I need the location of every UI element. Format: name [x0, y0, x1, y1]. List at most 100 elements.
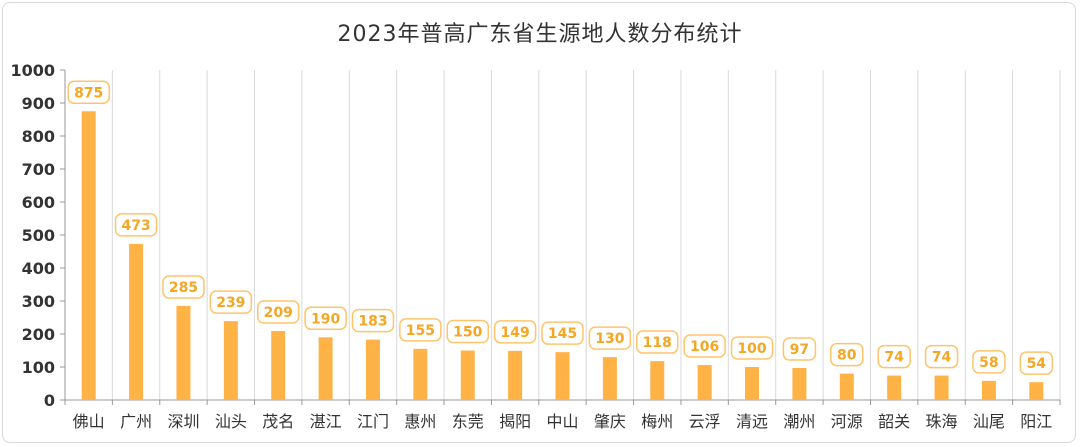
bar	[934, 375, 949, 400]
data-label: 145	[548, 326, 577, 342]
data-label: 100	[737, 341, 766, 357]
data-label-box	[209, 290, 253, 314]
x-tick-labels: 佛山 广州 深圳 汕头 茂名 湛江 江门 惠州 东莞 揭阳 中山 肇庆 梅州 云浮 清远 潮州 河源 韶关 珠海 汕尾…	[73, 412, 1053, 431]
bar	[555, 352, 570, 400]
data-label: 74	[932, 350, 952, 366]
bar	[365, 339, 380, 400]
y-tick-label: 900	[22, 94, 55, 113]
data-label-box	[683, 334, 726, 358]
data-label: 875	[74, 85, 103, 101]
bars	[81, 111, 1044, 400]
y-tick-label: 0	[44, 391, 55, 410]
data-label-box	[1019, 351, 1054, 375]
data-label: 190	[311, 311, 340, 327]
x-tick-label: 云浮	[689, 412, 721, 431]
data-label-box	[730, 336, 774, 360]
x-tick-label: 惠州	[404, 412, 436, 431]
data-label: 118	[643, 335, 672, 351]
bar	[839, 373, 854, 400]
data-label-box	[256, 300, 300, 324]
data-label: 183	[358, 314, 387, 330]
data-labels: 875 473 285 239 209 190 183 155 150 149 145 130 118 1…	[67, 80, 1054, 375]
y-tick-label: 700	[22, 160, 55, 179]
bar	[887, 375, 902, 400]
data-label-box	[304, 306, 347, 331]
data-label: 58	[979, 355, 998, 371]
y-tick-label: 1000	[10, 61, 55, 80]
data-label: 149	[501, 325, 530, 341]
bar	[223, 321, 238, 400]
data-label: 150	[453, 325, 482, 341]
data-label: 239	[216, 295, 245, 311]
data-label-box	[67, 80, 110, 104]
data-label-box	[162, 275, 205, 299]
bar	[176, 305, 191, 400]
x-tick-label: 揭阳	[499, 412, 531, 431]
data-label-box	[830, 342, 864, 367]
data-label: 106	[690, 339, 719, 355]
data-label-box	[636, 330, 679, 354]
x-tick-label: 阳江	[1020, 412, 1052, 431]
bar	[1029, 382, 1044, 400]
data-label: 209	[264, 305, 293, 321]
x-tick-label: 珠海	[926, 412, 958, 431]
x-tick-label: 韶关	[878, 412, 910, 431]
data-label-box	[588, 326, 632, 350]
y-tick-label: 200	[22, 325, 55, 344]
data-label: 97	[790, 342, 809, 358]
bar	[602, 357, 617, 400]
data-label-box	[351, 308, 395, 333]
x-tick-label: 潮州	[783, 412, 815, 431]
grid-lines	[111, 70, 1061, 400]
bar	[318, 337, 333, 400]
x-tick-label: 深圳	[167, 412, 199, 431]
data-label: 285	[169, 280, 198, 296]
x-tick-label: 汕头	[215, 412, 247, 431]
data-label: 473	[121, 218, 150, 234]
data-label: 80	[837, 348, 857, 364]
y-tick-labels: 0 100 200 300 400 500 600 700 800 900 1000	[10, 61, 55, 410]
y-tick-label: 300	[22, 292, 55, 311]
x-tick-label: 湛江	[310, 412, 342, 431]
bar	[271, 331, 286, 400]
bar	[745, 367, 760, 400]
x-tick-label: 肇庆	[594, 412, 626, 431]
x-tick-label: 汕尾	[973, 412, 1005, 431]
data-label-box	[877, 344, 911, 369]
bar	[981, 380, 996, 400]
data-label-box	[446, 319, 489, 344]
data-label: 155	[406, 323, 435, 339]
x-tick-label: 广州	[120, 412, 152, 431]
data-label-box	[924, 344, 959, 369]
data-label-box	[493, 320, 537, 344]
x-tick-label: 河源	[831, 412, 863, 431]
bar	[81, 111, 96, 400]
data-label-box	[114, 213, 158, 237]
x-tick-label: 佛山	[73, 412, 105, 431]
data-label-box	[541, 321, 584, 345]
bar	[413, 348, 428, 400]
y-tick-label: 500	[22, 226, 55, 245]
data-label: 54	[1027, 356, 1047, 372]
bar	[792, 367, 807, 400]
x-tick-label: 梅州	[641, 412, 673, 431]
x-tick-label: 江门	[357, 412, 389, 431]
x-tick-label: 东莞	[452, 412, 484, 431]
bar	[508, 350, 523, 400]
y-tick-label: 600	[22, 193, 55, 212]
x-tick-label: 中山	[546, 412, 578, 431]
y-tick-label: 400	[22, 259, 55, 278]
x-tick-label: 清远	[736, 412, 768, 431]
data-label-box	[972, 350, 1006, 374]
y-tick-label: 100	[22, 358, 55, 377]
data-label: 130	[595, 331, 624, 347]
bar	[650, 361, 665, 400]
bar	[460, 350, 475, 400]
chart-title: 2023年普高广东省生源地人数分布统计	[337, 22, 743, 47]
y-tick-label: 800	[22, 127, 55, 146]
data-label-box	[399, 318, 442, 342]
data-label: 74	[884, 350, 904, 366]
bar	[129, 243, 144, 400]
bar	[697, 365, 712, 400]
